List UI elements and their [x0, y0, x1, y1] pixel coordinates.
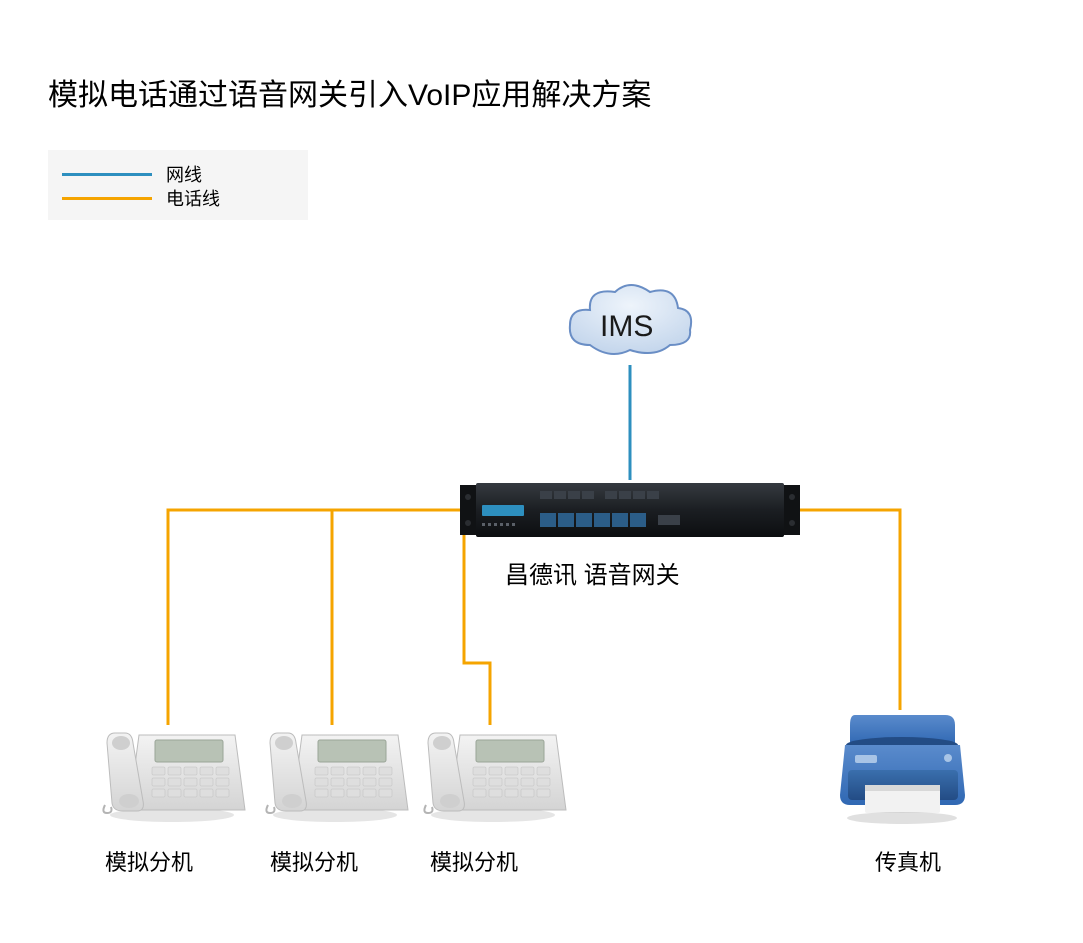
fax-label: 传真机: [875, 845, 941, 877]
legend-item-phone: 电话线: [62, 186, 294, 210]
phone-label-1: 模拟分机: [105, 845, 193, 877]
cloud-label: IMS: [600, 310, 653, 344]
legend: 网线 电话线: [48, 150, 308, 220]
phone-icon: [418, 715, 568, 825]
phone-label-3: 模拟分机: [430, 845, 518, 877]
edge-gateway-phone1: [168, 510, 465, 725]
gateway-label: 昌德讯 语音网关: [505, 555, 680, 590]
phone-icon: [97, 715, 247, 825]
page-title: 模拟电话通过语音网关引入VoIP应用解决方案: [48, 70, 651, 114]
gateway-icon: [460, 475, 800, 545]
legend-item-network: 网线: [62, 162, 294, 186]
diagram-canvas: IMS: [0, 280, 1083, 900]
phone-node-1: [97, 715, 247, 830]
gateway-node: [460, 475, 800, 550]
fax-icon: [830, 700, 975, 830]
phone-node-2: [260, 715, 410, 830]
legend-line-phone: [62, 197, 152, 200]
edge-gateway-fax: [795, 510, 900, 710]
legend-label-network: 网线: [166, 161, 202, 187]
phone-node-3: [418, 715, 568, 830]
fax-node: [830, 700, 975, 835]
phone-label-2: 模拟分机: [270, 845, 358, 877]
phone-icon: [260, 715, 410, 825]
legend-label-phone: 电话线: [166, 185, 220, 211]
legend-line-network: [62, 173, 152, 176]
